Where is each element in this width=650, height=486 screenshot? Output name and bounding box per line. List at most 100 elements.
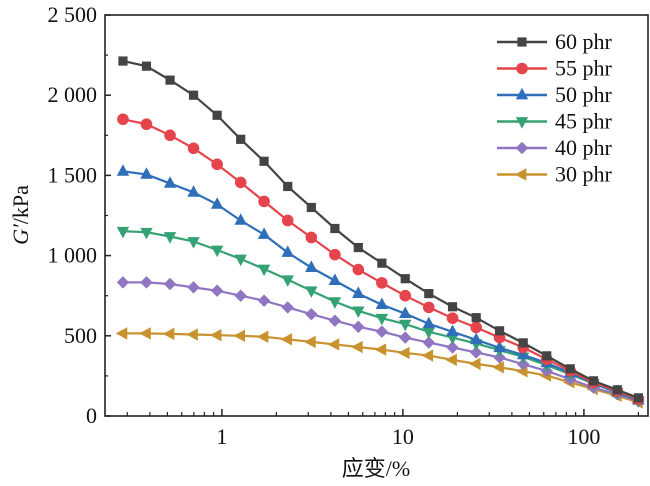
y-tick-label: 1 500	[48, 162, 98, 187]
data-point	[188, 90, 199, 100]
data-point	[211, 158, 223, 171]
y-tick-label: 500	[64, 323, 97, 348]
data-point	[446, 312, 459, 324]
data-point	[565, 364, 575, 374]
data-point	[421, 349, 434, 362]
data-point	[328, 314, 342, 327]
data-point	[446, 341, 459, 354]
data-point	[422, 301, 435, 314]
data-point	[399, 331, 412, 344]
data-point	[165, 75, 175, 85]
data-point	[187, 185, 200, 197]
data-point	[399, 306, 412, 319]
data-point	[117, 113, 129, 126]
data-point	[281, 275, 294, 287]
data-point	[281, 301, 294, 314]
data-point	[281, 214, 294, 227]
data-point	[469, 332, 483, 345]
data-point	[470, 321, 482, 334]
legend-marker	[515, 141, 529, 155]
data-point	[163, 277, 177, 291]
legend-label: 55 phr	[555, 56, 613, 81]
data-point	[187, 281, 200, 294]
data-point	[186, 328, 198, 341]
data-point	[518, 338, 528, 348]
data-point	[234, 254, 247, 267]
data-point	[115, 327, 128, 340]
data-point	[233, 329, 246, 342]
data-point	[140, 227, 153, 240]
data-point	[471, 313, 481, 323]
data-point	[257, 294, 271, 307]
series-40-phr	[116, 276, 645, 408]
data-point	[399, 319, 412, 332]
legend-label: 30 phr	[555, 162, 613, 187]
x-tick-label: 1	[216, 424, 227, 449]
y-tick-label: 1 000	[48, 243, 98, 268]
data-point	[327, 338, 340, 351]
x-axis-title: 应变/%	[342, 456, 410, 481]
data-point	[305, 307, 318, 321]
data-point	[353, 242, 363, 253]
data-point	[422, 336, 435, 349]
x-tick-label: 100	[567, 424, 600, 449]
data-point	[375, 325, 389, 338]
y-axis-symbol: G′	[8, 223, 33, 245]
data-point	[304, 335, 316, 349]
legend-item: 45 phr	[497, 109, 613, 134]
legend-label: 60 phr	[555, 29, 613, 54]
data-point	[187, 142, 200, 155]
legend-label: 40 phr	[555, 135, 613, 160]
legend-item: 60 phr	[497, 29, 613, 54]
data-point	[258, 195, 270, 208]
data-point	[163, 176, 177, 188]
data-point	[494, 326, 505, 336]
data-point	[424, 289, 434, 299]
data-point	[376, 277, 388, 289]
data-point	[328, 273, 342, 285]
legend-label: 50 phr	[555, 82, 613, 107]
data-point	[422, 327, 435, 339]
data-point	[280, 333, 293, 346]
data-point	[305, 260, 318, 272]
series-layer	[115, 56, 645, 409]
data-point	[163, 232, 177, 244]
data-point	[283, 181, 293, 192]
y-tick-label: 2 500	[48, 2, 98, 27]
data-point	[351, 340, 363, 354]
data-point	[140, 118, 153, 131]
data-point	[256, 330, 269, 343]
data-point	[259, 156, 269, 166]
data-point	[257, 264, 271, 277]
data-point	[329, 248, 341, 261]
legend-item: 40 phr	[497, 135, 613, 160]
data-point	[352, 263, 365, 276]
data-point	[612, 385, 622, 395]
data-point	[209, 328, 222, 342]
legend-item: 55 phr	[497, 56, 613, 81]
data-point	[493, 351, 506, 364]
data-point	[236, 134, 246, 144]
data-point	[330, 223, 340, 234]
axis-ticks	[105, 14, 639, 417]
data-point	[234, 176, 247, 189]
data-point	[187, 237, 200, 249]
data-point	[352, 320, 365, 334]
y-axis-unit: /kPa	[8, 185, 33, 224]
data-point	[139, 327, 151, 340]
data-point	[212, 110, 222, 120]
data-point	[257, 227, 271, 239]
data-point	[210, 245, 224, 258]
data-point	[306, 202, 316, 213]
data-point	[542, 351, 552, 361]
data-point	[140, 167, 153, 179]
data-point	[468, 357, 481, 371]
data-point	[116, 276, 130, 289]
data-point	[210, 197, 224, 209]
data-point	[116, 164, 130, 176]
data-point	[588, 376, 599, 386]
data-point	[352, 286, 365, 298]
data-point	[377, 258, 387, 268]
y-tick-label: 2 000	[48, 82, 98, 107]
